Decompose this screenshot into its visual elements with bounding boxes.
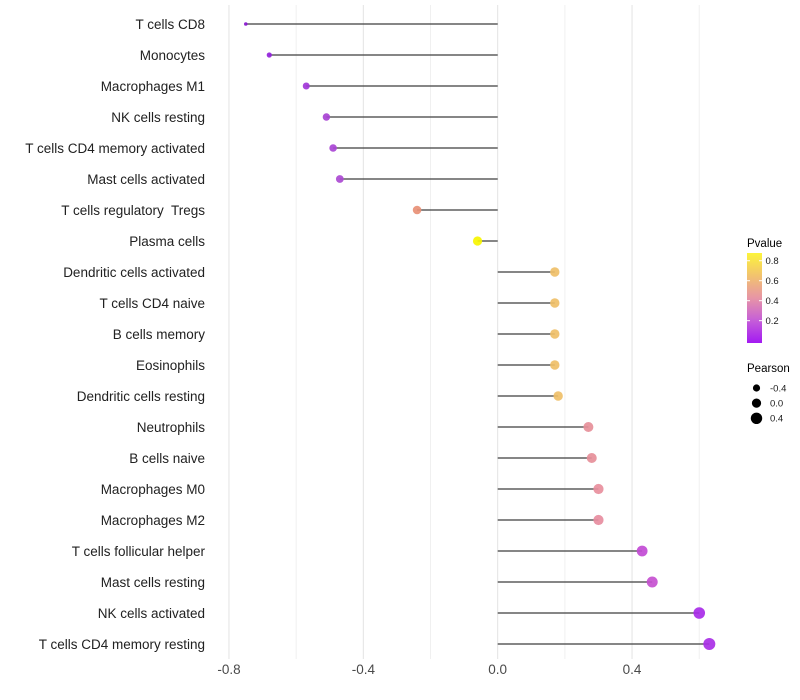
category-label: NK cells resting [111, 110, 205, 125]
legend-pvalue: Pvalue 0.8 0.6 0.4 0.2 [747, 238, 782, 343]
category-label: Plasma cells [129, 234, 205, 249]
chart-area: T cells CD8 Monocytes Macrophages M1 NK cel… [25, 17, 716, 652]
size-legend-dot [752, 384, 761, 392]
category-label: Monocytes [140, 48, 206, 63]
lollipop-row: T cells regulatory Tregs [61, 203, 498, 218]
lollipop-row: B cells memory [113, 327, 560, 342]
category-label: T cells CD8 [135, 17, 205, 32]
data-point [550, 298, 560, 308]
lollipop-row: Macrophages M2 [101, 513, 604, 528]
data-point [646, 576, 658, 588]
category-label: T cells regulatory Tregs [61, 203, 205, 218]
lollipop-row: T cells CD4 naive [99, 296, 560, 311]
lollipop-row: T cells CD4 memory activated [25, 141, 498, 156]
lollipop-row: Eosinophils [136, 358, 560, 373]
lollipop-row: Dendritic cells activated [63, 265, 560, 280]
colorbar-tick-label: 0.4 [766, 296, 779, 307]
data-point [550, 329, 560, 339]
data-point [266, 52, 272, 58]
data-point [583, 422, 594, 432]
size-legend-dot [751, 398, 762, 408]
lollipop-row: Neutrophils [137, 420, 594, 435]
lollipop-row: Monocytes [140, 48, 498, 63]
category-label: Mast cells activated [87, 172, 205, 187]
legend-pvalue-title: Pvalue [747, 238, 782, 250]
lollipop-row: Plasma cells [129, 234, 498, 249]
lollipop-row: NK cells resting [111, 110, 498, 125]
data-point [412, 205, 422, 215]
x-tick-label: 0.0 [488, 662, 507, 677]
lollipop-row: Mast cells resting [101, 575, 658, 590]
data-point [550, 267, 560, 277]
data-point [329, 144, 337, 152]
gridlines [228, 5, 700, 659]
data-point [335, 175, 344, 183]
category-label: T cells CD4 memory activated [25, 141, 205, 156]
data-point [243, 22, 248, 26]
category-label: B cells naive [129, 451, 205, 466]
pvalue-colorbar [747, 253, 762, 343]
colorbar-tick-label: 0.2 [766, 316, 779, 327]
category-label: Dendritic cells activated [63, 265, 205, 280]
size-legend-label: -0.4 [770, 383, 786, 394]
x-tick-label: 0.4 [623, 662, 642, 677]
data-point [302, 82, 310, 90]
category-label: T cells follicular helper [72, 544, 206, 559]
data-point [322, 113, 331, 121]
category-label: Dendritic cells resting [77, 389, 205, 404]
colorbar-tick-label: 0.8 [766, 256, 779, 267]
size-legend-label: 0.4 [770, 414, 783, 425]
lollipop-row: T cells follicular helper [72, 544, 648, 559]
lollipop-row: Mast cells activated [87, 172, 498, 187]
colorbar-tick-label: 0.6 [766, 276, 779, 287]
x-tick-label: -0.4 [352, 662, 376, 677]
category-label: Mast cells resting [101, 575, 205, 590]
data-point [703, 638, 716, 650]
data-point [586, 453, 597, 463]
data-point [553, 391, 563, 401]
lollipop-row: T cells CD4 memory resting [39, 637, 716, 652]
category-label: Macrophages M1 [101, 79, 205, 94]
category-label: Macrophages M0 [101, 482, 205, 497]
lollipop-row: Dendritic cells resting [77, 389, 563, 404]
data-point [593, 514, 604, 526]
data-point [472, 236, 483, 246]
size-legend-dot [750, 412, 763, 424]
x-tick-label: -0.8 [217, 662, 240, 677]
category-label: T cells CD4 memory resting [39, 637, 205, 652]
category-label: B cells memory [113, 327, 206, 342]
lollipop-row: NK cells activated [98, 606, 706, 621]
data-point [593, 483, 604, 495]
legend-pearson-title: Pearson [747, 363, 790, 375]
lollipop-row: B cells naive [129, 451, 597, 466]
x-axis: -0.8 -0.4 0.0 0.4 [217, 662, 642, 677]
category-label: Eosinophils [136, 358, 205, 373]
lollipop-row: Macrophages M0 [101, 482, 604, 497]
lollipop-row: T cells CD8 [135, 17, 498, 32]
size-legend-label: 0.0 [770, 398, 783, 409]
lollipop-row: Macrophages M1 [101, 79, 498, 94]
data-point [550, 360, 560, 370]
category-label: Neutrophils [137, 420, 206, 435]
category-label: NK cells activated [98, 606, 205, 621]
data-point [636, 545, 648, 557]
data-point [693, 607, 706, 619]
legend-pearson: Pearson -0.4 0.0 0.4 [747, 363, 790, 425]
category-label: Macrophages M2 [101, 513, 205, 528]
category-label: T cells CD4 naive [99, 296, 205, 311]
